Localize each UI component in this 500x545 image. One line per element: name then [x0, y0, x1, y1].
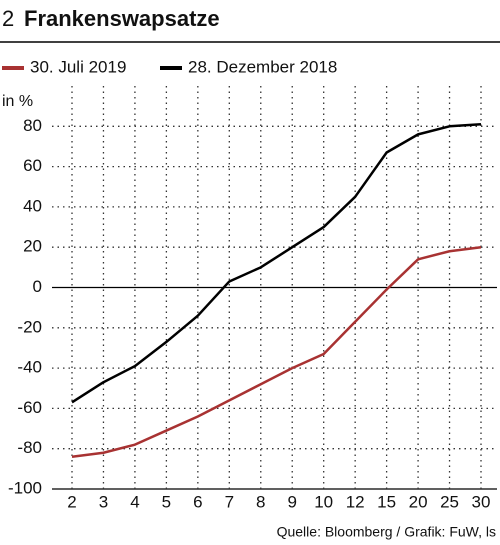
y-tick-label: 0 — [33, 277, 42, 296]
y-tick-label: 20 — [23, 237, 42, 256]
chart-title: Frankenswapsatze — [24, 6, 220, 31]
source: Quelle: Bloomberg / Grafik: FuW, ls — [277, 524, 496, 540]
x-tick-label: 9 — [287, 492, 296, 511]
x-tick-label: 15 — [377, 492, 396, 511]
legend-label: 28. Dezember 2018 — [188, 57, 337, 76]
x-tick-label: 8 — [256, 492, 265, 511]
y-tick-label: -20 — [17, 317, 42, 336]
x-tick-label: 25 — [440, 492, 459, 511]
x-tick-label: 12 — [346, 492, 365, 511]
x-tick-label: 7 — [225, 492, 234, 511]
y-tick-label: -100 — [8, 478, 42, 497]
x-tick-label: 6 — [193, 492, 202, 511]
y-axis-label: in % — [2, 93, 33, 110]
x-tick-label: 20 — [409, 492, 428, 511]
series-line — [71, 245, 482, 458]
y-tick-label: -60 — [17, 398, 42, 417]
x-tick-label: 5 — [162, 492, 171, 511]
y-tick-label: 80 — [23, 116, 42, 135]
y-tick-label: 40 — [23, 196, 42, 215]
series-line — [71, 123, 482, 404]
chart-number: 2 — [2, 6, 14, 31]
x-tick-label: 2 — [67, 492, 76, 511]
y-tick-label: -80 — [17, 438, 42, 457]
y-tick-label: 60 — [23, 156, 42, 175]
x-tick-label: 10 — [314, 492, 333, 511]
x-tick-label: 3 — [99, 492, 108, 511]
legend-label: 30. Juli 2019 — [30, 57, 126, 76]
x-tick-label: 4 — [130, 492, 139, 511]
x-tick-label: 30 — [472, 492, 491, 511]
y-tick-label: -40 — [17, 358, 42, 377]
